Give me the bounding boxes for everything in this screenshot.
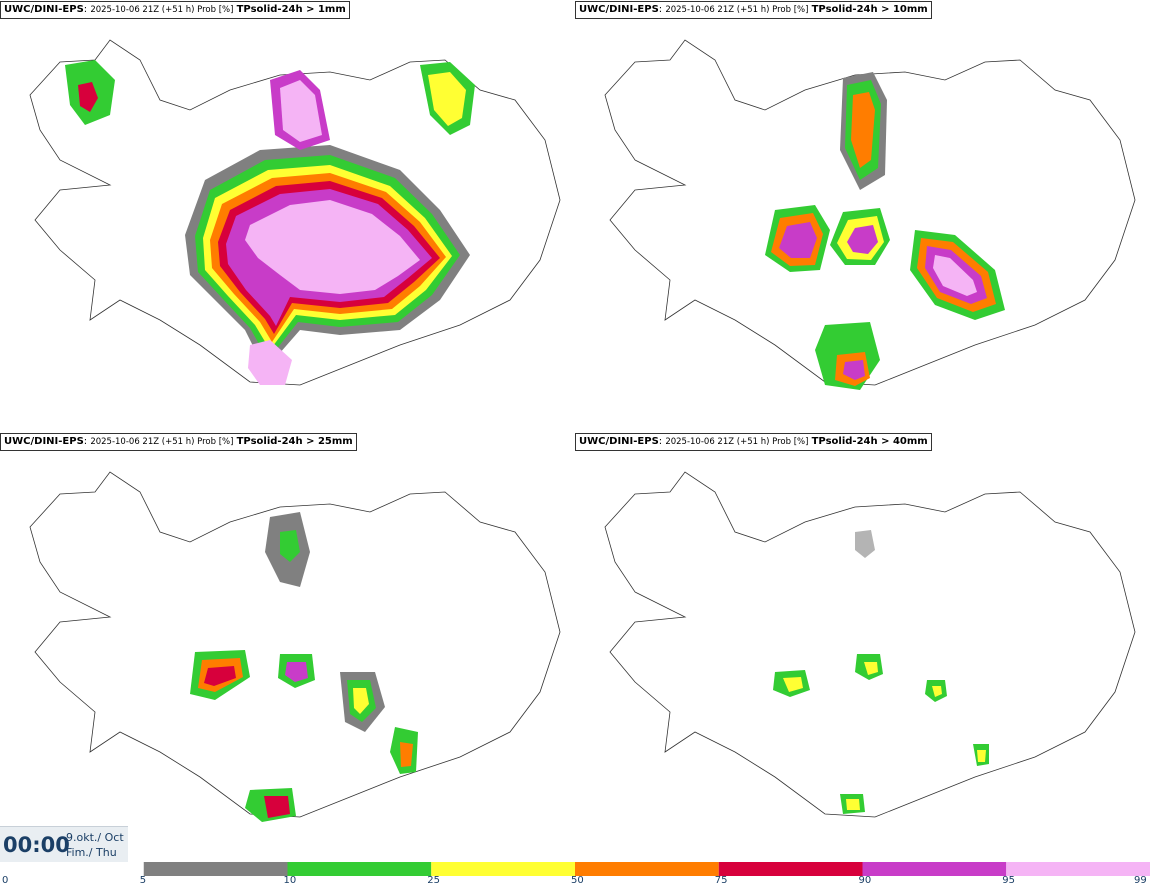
legend-tick-label: 5 (139, 875, 147, 886)
legend-segment (1006, 862, 1150, 876)
legend-tick-label: 25 (427, 875, 440, 886)
map-panel-1mm: UWC/DINI-EPS: 2025-10-06 21Z (+51 h) Pro… (0, 0, 575, 430)
legend-segment (287, 862, 432, 876)
valid-date-line1: 9.okt./ Oct (66, 831, 124, 844)
legend-segment (143, 862, 288, 876)
iceland-coastline (29, 471, 561, 818)
legend-tick-label: 95 (1002, 875, 1015, 886)
param-threshold: TPsolid-24h > 1mm (236, 4, 346, 15)
iceland-map-10mm (604, 39, 1136, 390)
model-name: UWC/DINI-EPS (579, 436, 659, 447)
run-meta: 2025-10-06 21Z (+51 h) Prob [%] (665, 437, 809, 447)
panel-title-25mm: UWC/DINI-EPS: 2025-10-06 21Z (+51 h) Pro… (0, 433, 357, 451)
iceland-map-40mm (604, 471, 1136, 818)
valid-time: 00:00 (3, 833, 70, 857)
map-panel-25mm: UWC/DINI-EPS: 2025-10-06 21Z (+51 h) Pro… (0, 432, 575, 862)
model-name: UWC/DINI-EPS (579, 4, 659, 15)
run-meta: 2025-10-06 21Z (+51 h) Prob [%] (665, 5, 809, 15)
param-threshold: TPsolid-24h > 25mm (236, 436, 353, 447)
legend-tick-label: 0 (2, 875, 9, 886)
valid-time-box: 00:00 9.okt./ Oct Fim./ Thu (0, 826, 128, 865)
legend-tick-label: 90 (858, 875, 872, 886)
legend-segment (862, 862, 1007, 876)
panel-title-1mm: UWC/DINI-EPS: 2025-10-06 21Z (+51 h) Pro… (0, 1, 350, 19)
legend-segment (718, 862, 863, 876)
legend-tick-label: 99 (1134, 875, 1147, 886)
run-meta: 2025-10-06 21Z (+51 h) Prob [%] (90, 437, 234, 447)
valid-date-line2: Fim./ Thu (66, 846, 117, 859)
param-threshold: TPsolid-24h > 10mm (811, 4, 928, 15)
iceland-map-1mm (29, 39, 561, 386)
iceland-coastline (604, 39, 1136, 386)
legend-tick-label: 75 (714, 875, 728, 886)
legend-tick-label: 10 (283, 875, 297, 886)
panel-title-10mm: UWC/DINI-EPS: 2025-10-06 21Z (+51 h) Pro… (575, 1, 932, 19)
legend-segment (431, 862, 575, 876)
run-meta: 2025-10-06 21Z (+51 h) Prob [%] (90, 5, 234, 15)
legend-tick-label: 50 (571, 875, 584, 886)
legend-segment (575, 862, 719, 876)
iceland-coastline (29, 39, 561, 386)
map-panel-40mm: UWC/DINI-EPS: 2025-10-06 21Z (+51 h) Pro… (575, 432, 1150, 862)
model-name: UWC/DINI-EPS (4, 436, 84, 447)
legend-colorbar (0, 862, 1150, 876)
legend-segment (0, 862, 144, 876)
iceland-map-25mm (29, 471, 561, 822)
model-name: UWC/DINI-EPS (4, 4, 84, 15)
map-panel-10mm: UWC/DINI-EPS: 2025-10-06 21Z (+51 h) Pro… (575, 0, 1150, 430)
iceland-coastline (604, 471, 1136, 818)
param-threshold: TPsolid-24h > 40mm (811, 436, 928, 447)
panel-title-40mm: UWC/DINI-EPS: 2025-10-06 21Z (+51 h) Pro… (575, 433, 932, 451)
probability-legend: 0 5 10 25 50 75 90 95 99 (0, 862, 1150, 891)
